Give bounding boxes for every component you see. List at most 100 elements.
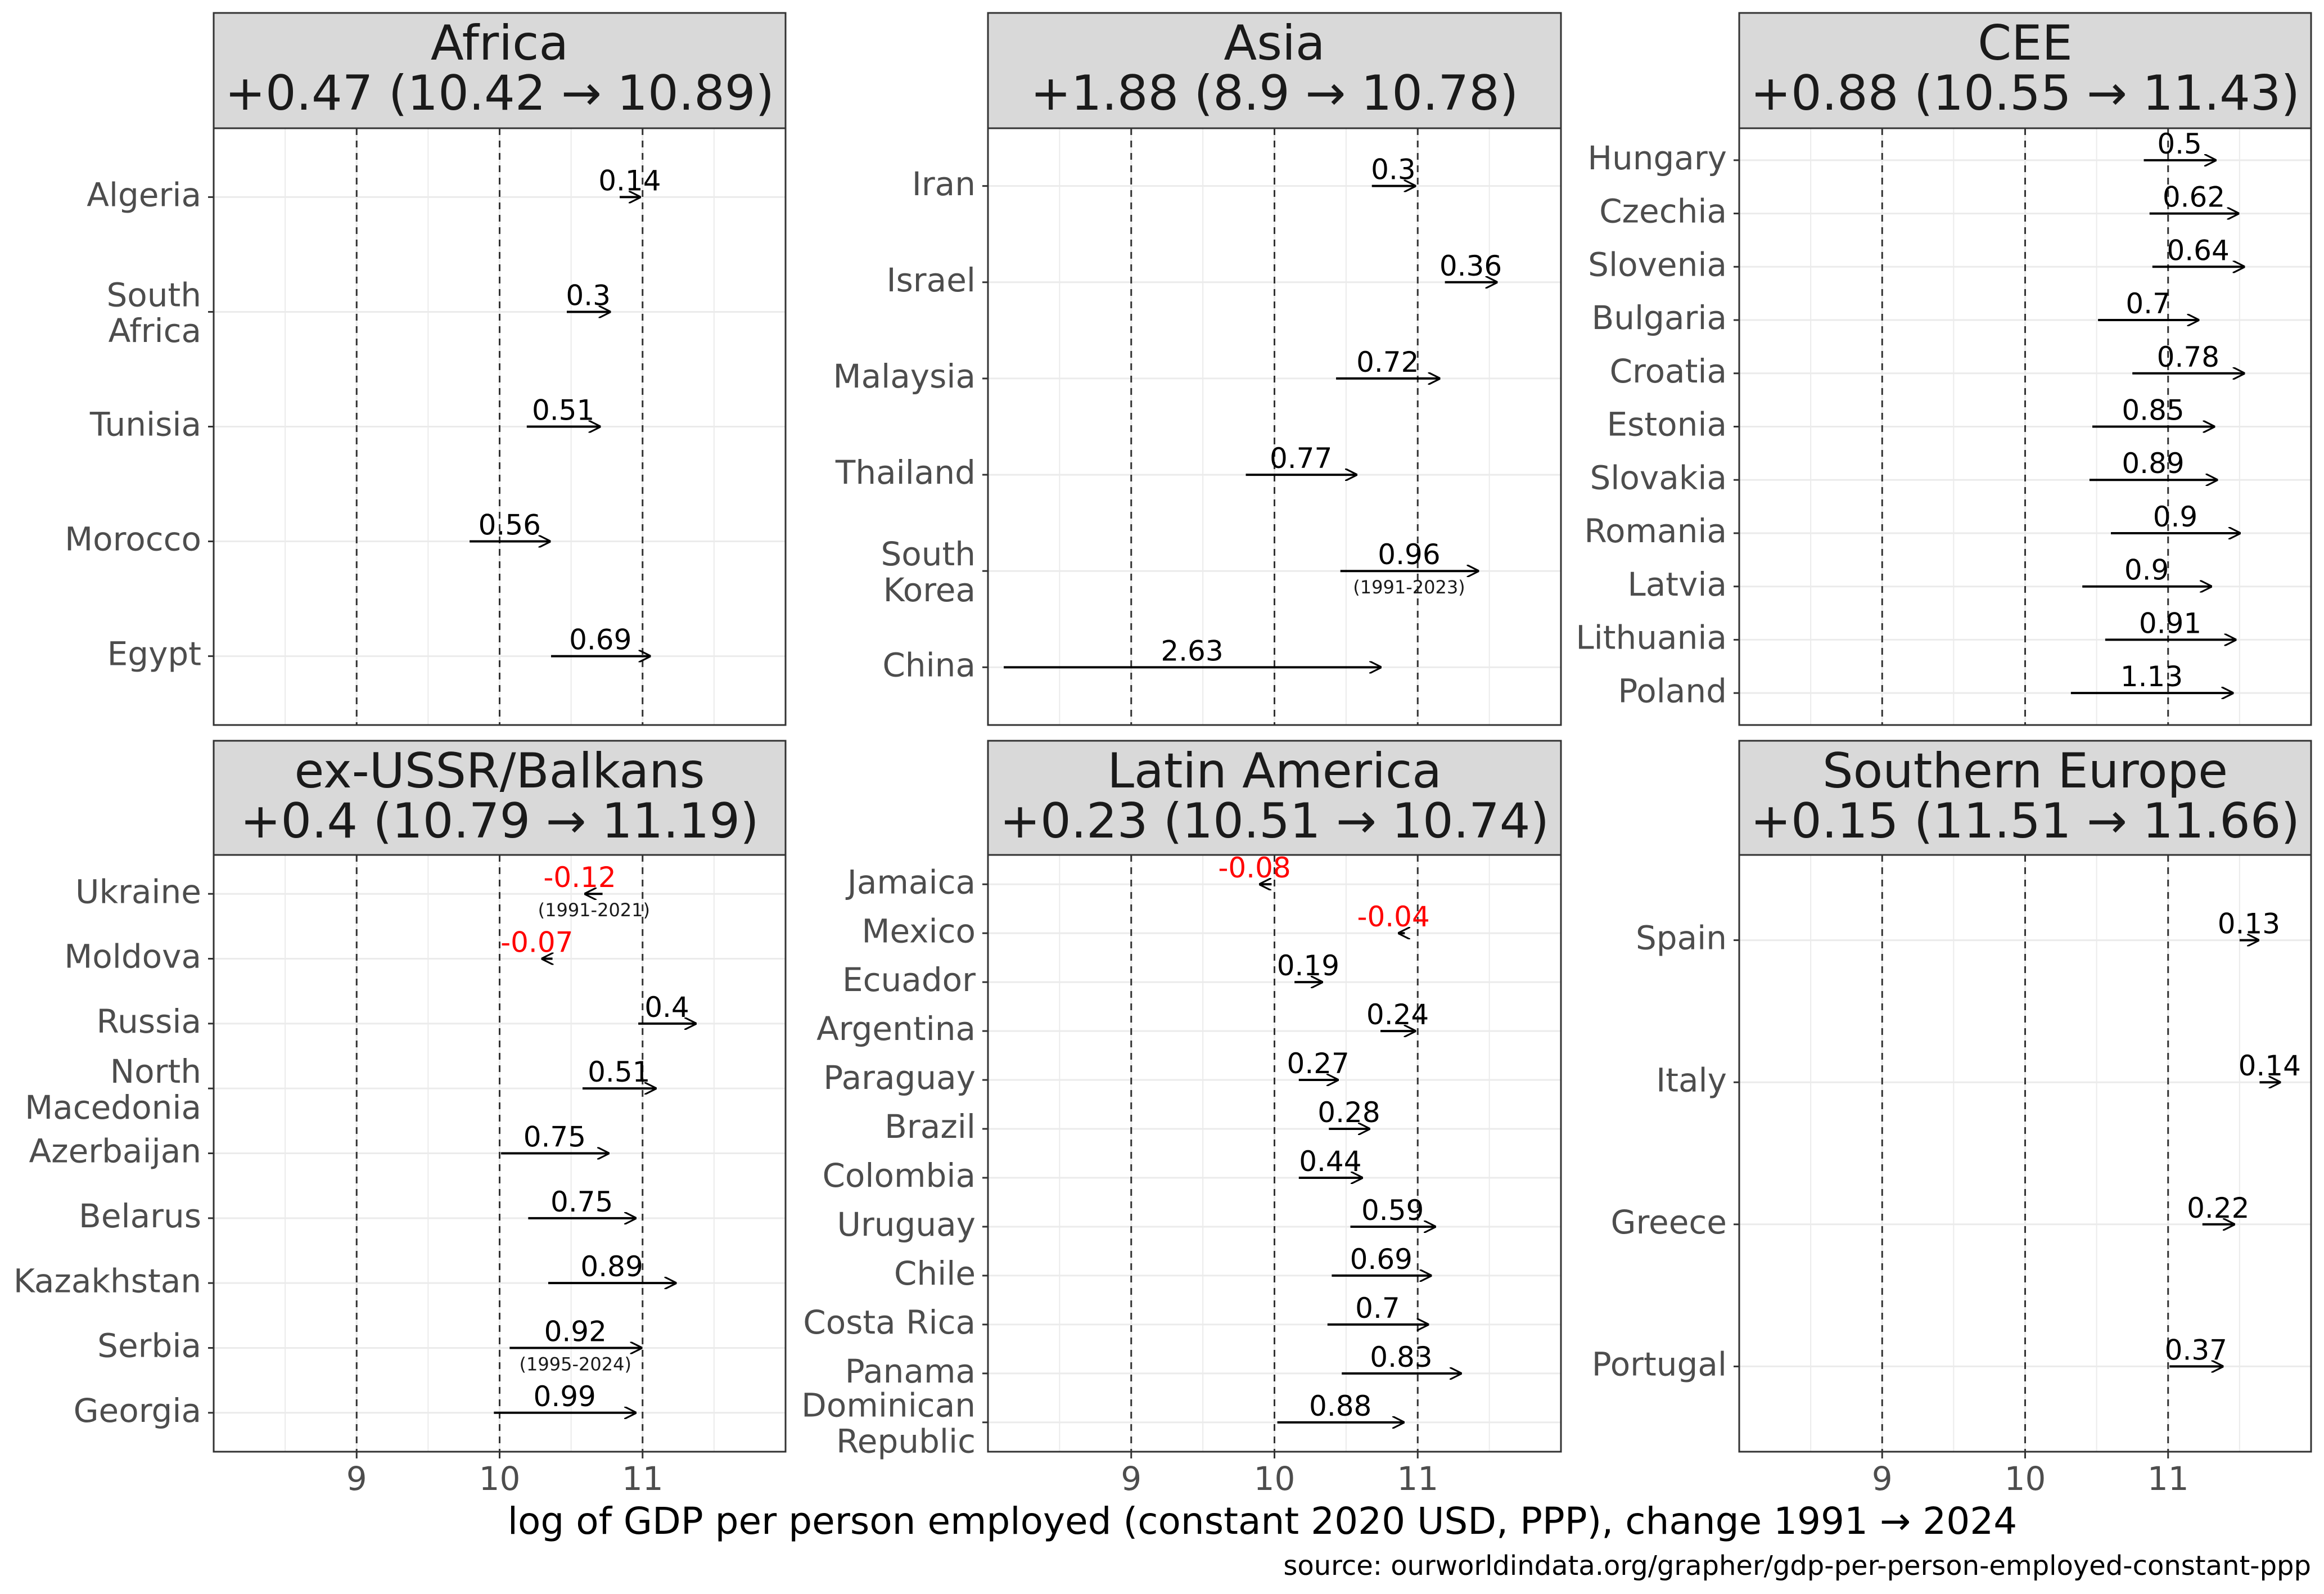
y-label-dominican-republic: Dominican Republic [801, 1386, 976, 1461]
strip-summary: +0.47 (10.42 → 10.89) [225, 65, 774, 121]
y-label-paraguay: Paraguay [823, 1059, 976, 1097]
y-label-morocco: Morocco [65, 520, 201, 559]
change-label-egypt: 0.69 [569, 624, 631, 656]
x-tick-label: 10 [479, 1460, 521, 1498]
strip-title: Asia [1224, 15, 1325, 71]
x-tick-label: 11 [622, 1460, 664, 1498]
y-label-poland: Poland [1618, 672, 1727, 710]
y-label-ukraine: Ukraine [75, 872, 201, 911]
y-label-greece: Greece [1611, 1203, 1727, 1241]
strip-title: ex-USSR/Balkans [294, 743, 705, 799]
y-label-mexico: Mexico [861, 912, 976, 950]
change-label-romania: 0.9 [2153, 501, 2198, 533]
change-label-serbia: 0.92 [544, 1315, 607, 1348]
note-label-serbia: (1995-2024) [520, 1353, 631, 1375]
y-label-georgia: Georgia [74, 1392, 201, 1430]
change-label-south-africa: 0.3 [566, 279, 611, 312]
y-label-romania: Romania [1584, 512, 1727, 550]
change-label-poland: 1.13 [2120, 660, 2183, 693]
change-label-dominican-republic: 0.88 [1309, 1390, 1371, 1422]
change-label-slovenia: 0.64 [2167, 234, 2229, 267]
y-label-north-macedonia: North Macedonia [25, 1052, 201, 1127]
change-label-italy: 0.14 [2239, 1050, 2301, 1082]
strip-summary: +0.15 (11.51 → 11.66) [1750, 793, 2300, 849]
change-label-thailand: 0.77 [1270, 442, 1332, 475]
y-label-argentina: Argentina [816, 1010, 976, 1048]
change-label-portugal: 0.37 [2165, 1334, 2227, 1366]
x-tick-label: 9 [346, 1460, 367, 1498]
change-label-china: 2.63 [1161, 634, 1223, 667]
strip-summary: +0.4 (10.79 → 11.19) [240, 793, 759, 849]
change-label-spain: 0.13 [2218, 908, 2280, 940]
strip-summary: +0.23 (10.51 → 10.74) [1000, 793, 1549, 849]
change-label-latvia: 0.9 [2124, 554, 2169, 587]
change-label-czechia: 0.62 [2163, 181, 2225, 214]
y-label-serbia: Serbia [97, 1327, 201, 1365]
y-label-chile: Chile [894, 1254, 976, 1293]
panel-southern-europe: 0.37 Portugal 0.22 Greece 0.14 Italy 0.13 Spain… [1592, 740, 2312, 1498]
change-label-panama: 0.83 [1370, 1341, 1432, 1374]
y-label-kazakhstan: Kazakhstan [13, 1262, 201, 1300]
change-label-costa-rica: 0.7 [1355, 1292, 1400, 1325]
y-label-spain: Spain [1636, 919, 1727, 957]
source-note: source: ourworldindata.org/grapher/gdp-p… [1283, 1550, 2311, 1582]
change-label-chile: 0.69 [1350, 1243, 1413, 1276]
change-label-tunisia: 0.51 [532, 394, 594, 427]
y-label-slovakia: Slovakia [1590, 458, 1727, 497]
change-label-croatia: 0.78 [2157, 341, 2219, 373]
y-label-algeria: Algeria [87, 176, 201, 214]
x-tick-label: 11 [1397, 1460, 1438, 1498]
change-label-hungary: 0.5 [2157, 128, 2202, 160]
y-label-hungary: Hungary [1587, 139, 1727, 177]
panel-asia: 2.63 China 0.96 (1991-2023) South Korea 0.77 Th… [833, 12, 1562, 726]
change-label-azerbaijan: 0.75 [524, 1121, 586, 1154]
change-label-estonia: 0.85 [2122, 394, 2184, 427]
strip-title: Latin America [1107, 743, 1442, 799]
change-label-bulgaria: 0.7 [2126, 287, 2170, 320]
y-label-azerbaijan: Azerbaijan [29, 1132, 201, 1170]
x-tick-label: 9 [1121, 1460, 1141, 1498]
strip-title: Africa [431, 15, 568, 71]
change-label-south-korea: 0.96 [1378, 538, 1440, 571]
strip-background [987, 740, 1562, 856]
change-label-belarus: 0.75 [550, 1186, 613, 1218]
y-label-lithuania: Lithuania [1576, 619, 1727, 657]
y-label-estonia: Estonia [1607, 406, 1727, 444]
y-label-panama: Panama [845, 1352, 976, 1390]
y-label-thailand: Thailand [835, 453, 976, 492]
y-label-brazil: Brazil [885, 1107, 976, 1146]
change-label-ukraine: -0.12 [543, 861, 616, 894]
x-tick-label: 10 [1254, 1460, 1296, 1498]
y-label-tunisia: Tunisia [89, 406, 201, 444]
strip-title: CEE [1978, 15, 2073, 71]
x-tick-label: 9 [1872, 1460, 1893, 1498]
change-label-ecuador: 0.19 [1277, 949, 1339, 982]
panel-latin-america: 0.88 Dominican Republic 0.83 Panama 0.7 Costa … [801, 740, 1562, 1498]
y-label-ecuador: Ecuador [842, 961, 976, 999]
change-label-brazil: 0.28 [1317, 1096, 1380, 1129]
x-tick-label: 11 [2147, 1460, 2189, 1498]
y-label-uruguay: Uruguay [837, 1205, 976, 1244]
change-label-russia: 0.4 [644, 991, 689, 1024]
strip-background [213, 12, 787, 129]
panel-ex-ussr-balkans: 0.99 Georgia 0.92 (1995-2024) Serbia 0.89 Kaza… [13, 740, 787, 1498]
y-label-south-africa: South Africa [106, 276, 201, 350]
change-label-argentina: 0.24 [1366, 998, 1429, 1031]
y-label-egypt: Egypt [107, 635, 201, 673]
y-label-south-korea: South Korea [881, 535, 976, 609]
strip-title: Southern Europe [1822, 743, 2228, 799]
y-label-costa-rica: Costa Rica [803, 1303, 976, 1341]
y-label-colombia: Colombia [822, 1156, 976, 1195]
change-label-georgia: 0.99 [534, 1380, 596, 1413]
y-label-slovenia: Slovenia [1588, 245, 1727, 283]
change-label-mexico: -0.04 [1357, 900, 1429, 933]
strip-background [987, 12, 1562, 129]
y-label-latvia: Latvia [1627, 565, 1727, 604]
y-label-moldova: Moldova [64, 938, 201, 976]
y-label-belarus: Belarus [79, 1197, 201, 1235]
change-label-israel: 0.36 [1439, 250, 1502, 282]
change-label-paraguay: 0.27 [1287, 1047, 1350, 1080]
y-label-portugal: Portugal [1592, 1345, 1727, 1384]
y-label-malaysia: Malaysia [833, 357, 976, 395]
